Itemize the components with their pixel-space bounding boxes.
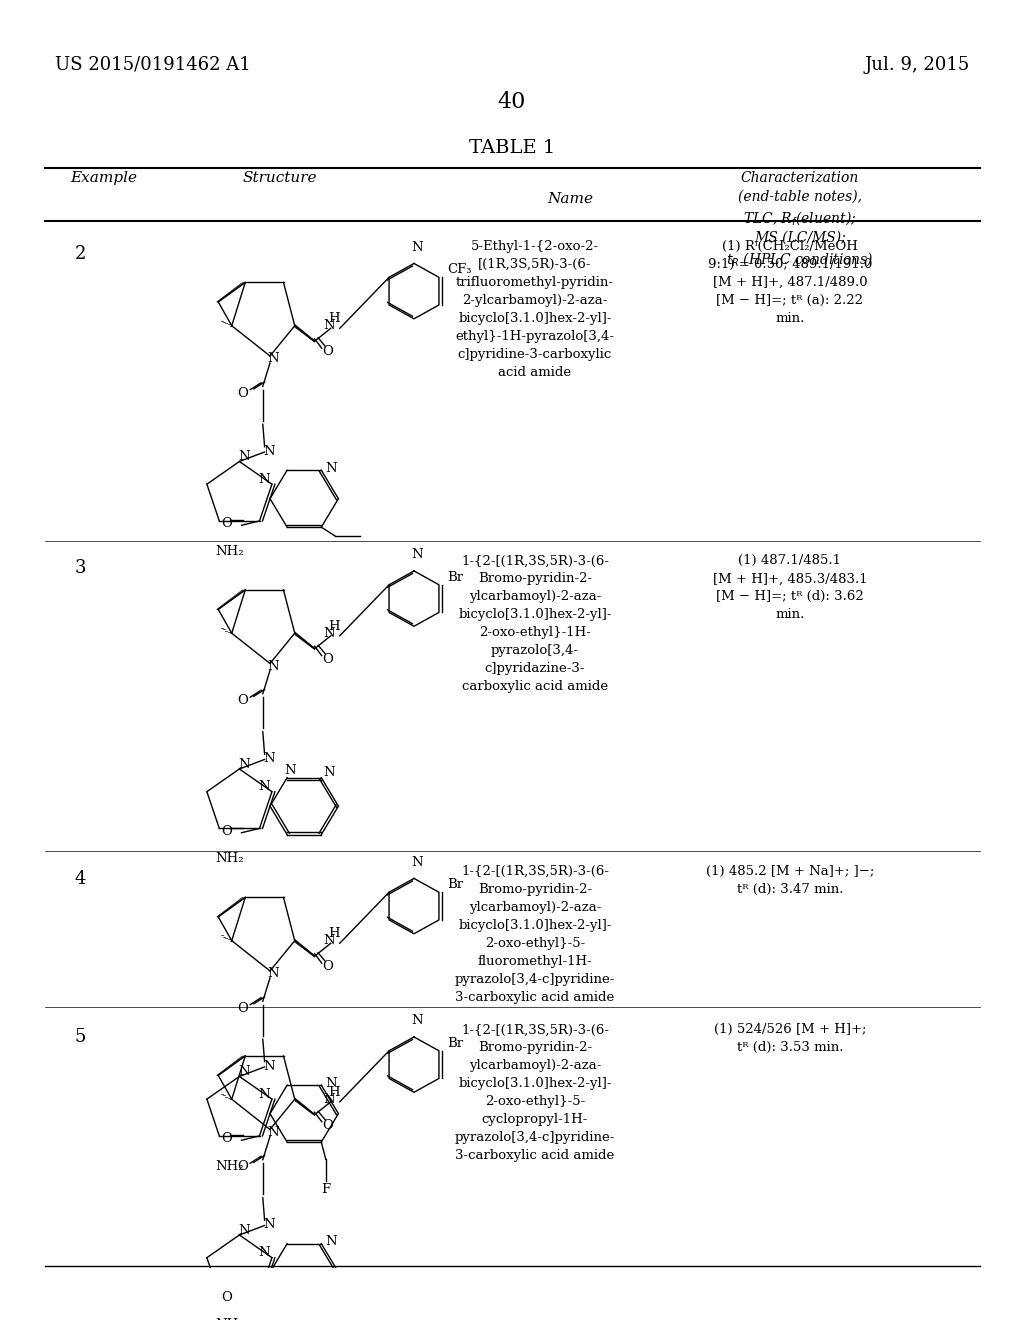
Text: O: O <box>323 652 334 665</box>
Text: Br: Br <box>446 570 463 583</box>
Text: O: O <box>221 825 232 837</box>
Text: N: N <box>324 935 335 948</box>
Text: (1) 524/526 [M + H]+;
tᴿ (d): 3.53 min.: (1) 524/526 [M + H]+; tᴿ (d): 3.53 min. <box>714 1023 866 1055</box>
Text: N: N <box>267 968 279 981</box>
Text: O: O <box>221 1291 232 1304</box>
Text: N: N <box>239 450 250 463</box>
Text: N: N <box>326 1077 337 1090</box>
Text: Name: Name <box>547 193 593 206</box>
Text: 1-{2-[(1R,3S,5R)-3-(6-
Bromo-pyridin-2-
ylcarbamoyl)-2-aza-
bicyclo[3.1.0]hex-2-: 1-{2-[(1R,3S,5R)-3-(6- Bromo-pyridin-2- … <box>459 554 611 693</box>
Text: O: O <box>238 694 249 708</box>
Text: Characterization
(end-table notes),
TLC, R$_f$(eluent);
MS (LC/MS);
$t_R$ (HPLC : Characterization (end-table notes), TLC,… <box>726 172 873 268</box>
Text: N: N <box>267 660 279 673</box>
Text: N: N <box>239 1224 250 1237</box>
Text: N: N <box>326 462 337 475</box>
Text: N: N <box>324 627 335 640</box>
Text: Structure: Structure <box>243 172 317 185</box>
Text: 40: 40 <box>498 91 526 114</box>
Text: N: N <box>258 780 269 793</box>
Text: 5-Ethyl-1-{2-oxo-2-
[(1R,3S,5R)-3-(6-
trifluoromethyl-pyridin-
2-ylcarbamoyl)-2-: 5-Ethyl-1-{2-oxo-2- [(1R,3S,5R)-3-(6- tr… <box>456 240 614 379</box>
Text: N: N <box>258 473 269 486</box>
Text: Br: Br <box>446 878 463 891</box>
Text: N: N <box>412 240 423 253</box>
Text: N: N <box>263 752 274 766</box>
Text: NH₂: NH₂ <box>215 1319 244 1320</box>
Text: N: N <box>267 1126 279 1139</box>
Text: O: O <box>323 1118 334 1131</box>
Text: H: H <box>329 1086 340 1098</box>
Text: TABLE 1: TABLE 1 <box>469 140 555 157</box>
Text: N: N <box>263 445 274 458</box>
Text: 1-{2-[(1R,3S,5R)-3-(6-
Bromo-pyridin-2-
ylcarbamoyl)-2-aza-
bicyclo[3.1.0]hex-2-: 1-{2-[(1R,3S,5R)-3-(6- Bromo-pyridin-2- … <box>455 865 615 1003</box>
Text: NH₂: NH₂ <box>215 853 244 865</box>
Text: 4: 4 <box>75 870 86 887</box>
Text: N: N <box>263 1060 274 1073</box>
Text: 3: 3 <box>75 560 86 577</box>
Text: N: N <box>324 319 335 333</box>
Text: N: N <box>263 1218 274 1232</box>
Text: (1) 485.2 [M + Na]+; ]−;
tᴿ (d): 3.47 min.: (1) 485.2 [M + Na]+; ]−; tᴿ (d): 3.47 mi… <box>706 865 874 896</box>
Text: N: N <box>412 1014 423 1027</box>
Text: O: O <box>238 1160 249 1173</box>
Text: N: N <box>412 855 423 869</box>
Text: H: H <box>329 313 340 325</box>
Text: N: N <box>324 1093 335 1106</box>
Text: H: H <box>329 620 340 632</box>
Text: (1) Rⁱ(CH₂Cl₂/MeOH
9:1) = 0.50; 489.1/191.0
[M + H]+, 487.1/489.0
[M − H]=; tᴿ (: (1) Rⁱ(CH₂Cl₂/MeOH 9:1) = 0.50; 489.1/19… <box>708 240 872 325</box>
Text: N: N <box>258 1088 269 1101</box>
Text: CF₃: CF₃ <box>446 263 471 276</box>
Text: N: N <box>239 1065 250 1078</box>
Text: (1) 487.1/485.1
[M + H]+, 485.3/483.1
[M − H]=; tᴿ (d): 3.62
min.: (1) 487.1/485.1 [M + H]+, 485.3/483.1 [M… <box>713 554 867 622</box>
Text: Example: Example <box>70 172 137 185</box>
Text: O: O <box>323 345 334 358</box>
Text: H: H <box>329 927 340 940</box>
Text: N: N <box>285 763 296 776</box>
Text: O: O <box>238 1002 249 1015</box>
Text: NH₂: NH₂ <box>215 545 244 558</box>
Text: O: O <box>323 960 334 973</box>
Text: N: N <box>326 1236 337 1249</box>
Text: F: F <box>322 1183 331 1196</box>
Text: US 2015/0191462 A1: US 2015/0191462 A1 <box>55 55 251 74</box>
Text: O: O <box>238 387 249 400</box>
Text: Jul. 9, 2015: Jul. 9, 2015 <box>864 55 970 74</box>
Text: N: N <box>267 352 279 366</box>
Text: 5: 5 <box>75 1028 86 1047</box>
Text: O: O <box>221 517 232 531</box>
Text: Br: Br <box>446 1036 463 1049</box>
Text: 2: 2 <box>75 246 86 263</box>
Text: 1-{2-[(1R,3S,5R)-3-(6-
Bromo-pyridin-2-
ylcarbamoyl)-2-aza-
bicyclo[3.1.0]hex-2-: 1-{2-[(1R,3S,5R)-3-(6- Bromo-pyridin-2- … <box>455 1023 615 1163</box>
Text: N: N <box>239 758 250 771</box>
Text: N: N <box>258 1246 269 1259</box>
Text: N: N <box>324 767 335 779</box>
Text: O: O <box>221 1133 232 1144</box>
Text: NH₂: NH₂ <box>215 1160 244 1172</box>
Text: N: N <box>412 548 423 561</box>
